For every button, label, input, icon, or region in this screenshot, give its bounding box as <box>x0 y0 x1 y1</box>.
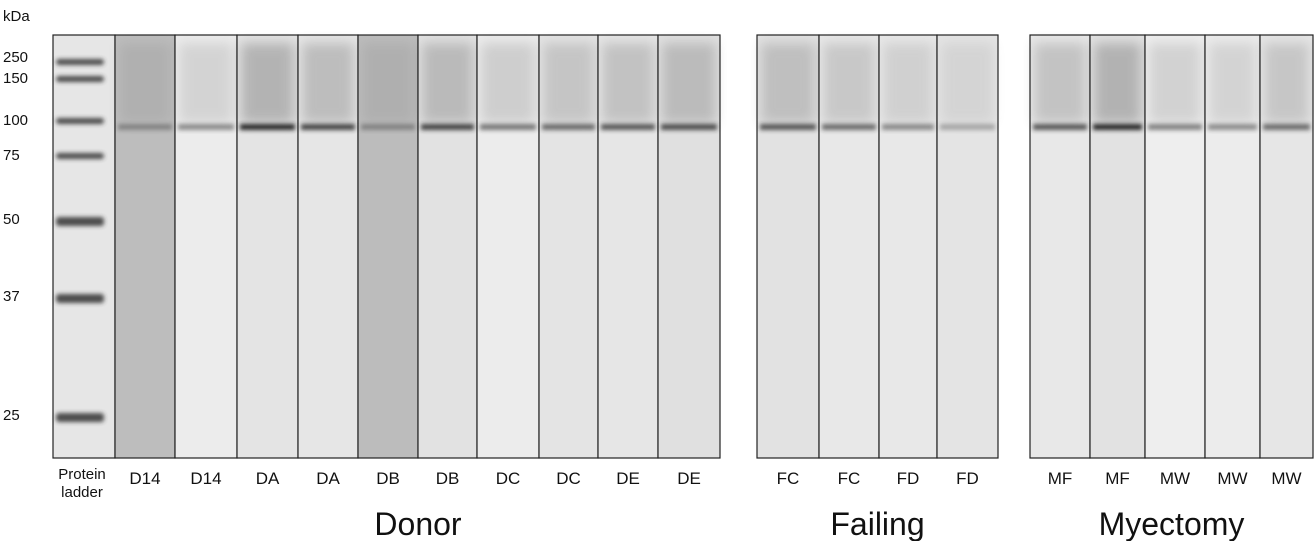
lane-label: DC <box>496 469 521 488</box>
ladder-band <box>56 153 104 159</box>
smear <box>662 43 716 123</box>
lane-label: DC <box>556 469 581 488</box>
marker-label: 150 <box>3 70 28 87</box>
smear <box>1149 43 1201 123</box>
lane-label: DE <box>616 469 640 488</box>
ladder-band <box>56 413 104 422</box>
band <box>480 124 536 130</box>
band <box>1208 124 1257 130</box>
band <box>178 124 234 130</box>
lane-label: FC <box>777 469 800 488</box>
unit-label: kDa <box>3 8 30 25</box>
band <box>940 124 995 130</box>
smear <box>543 43 594 123</box>
lane-label: DA <box>316 469 340 488</box>
band <box>421 124 474 130</box>
smear <box>602 43 654 123</box>
band <box>882 124 934 130</box>
lane-label: MF <box>1105 469 1130 488</box>
lane-label: DB <box>436 469 460 488</box>
band <box>760 124 816 130</box>
lane-label: MF <box>1048 469 1073 488</box>
band <box>1093 124 1142 130</box>
marker-label: 25 <box>3 407 20 424</box>
lane-label: FD <box>956 469 979 488</box>
lane-label: DA <box>256 469 280 488</box>
ladder-label: ladder <box>61 484 103 501</box>
marker-label: 250 <box>3 49 28 66</box>
smear <box>302 43 354 123</box>
ladder-lane <box>52 34 116 459</box>
band <box>361 124 415 130</box>
smear <box>1209 43 1256 123</box>
lane-label: FD <box>897 469 920 488</box>
marker-label: 100 <box>3 112 28 129</box>
smear <box>1264 43 1309 123</box>
ladder-label: Protein <box>58 466 106 483</box>
smear <box>761 43 815 123</box>
lane-label: D14 <box>190 469 221 488</box>
ladder-band <box>56 76 104 82</box>
band <box>1033 124 1087 130</box>
lane-label: DB <box>376 469 400 488</box>
band <box>240 124 295 130</box>
ladder-band <box>56 118 104 124</box>
lane-label: FC <box>838 469 861 488</box>
smear <box>362 43 414 123</box>
smear <box>1094 43 1141 123</box>
group-label: Myectomy <box>1099 506 1245 541</box>
marker-label: 37 <box>3 288 20 305</box>
smear <box>941 43 994 123</box>
smear <box>422 43 473 123</box>
band <box>661 124 717 130</box>
lane-label: MW <box>1271 469 1301 488</box>
smear <box>241 43 294 123</box>
lane-border <box>657 34 721 459</box>
smear <box>823 43 875 123</box>
ladder-band <box>56 294 104 303</box>
marker-label: 50 <box>3 211 20 228</box>
smear <box>1034 43 1086 123</box>
band <box>1148 124 1202 130</box>
lane-label: MW <box>1217 469 1247 488</box>
lane-border <box>1259 34 1314 459</box>
smear <box>481 43 535 123</box>
lane-label: D14 <box>129 469 160 488</box>
lane-label: DE <box>677 469 701 488</box>
group-label: Failing <box>830 506 924 541</box>
band <box>822 124 876 130</box>
smear <box>883 43 933 123</box>
group-label: Donor <box>374 506 462 541</box>
ladder-band <box>56 217 104 226</box>
lane-label: MW <box>1160 469 1190 488</box>
smear <box>179 43 233 123</box>
band <box>542 124 595 130</box>
ladder-band <box>56 59 104 65</box>
band <box>301 124 355 130</box>
band <box>601 124 655 130</box>
marker-label: 75 <box>3 147 20 164</box>
lane-border <box>936 34 999 459</box>
smear <box>119 43 171 123</box>
band <box>118 124 172 130</box>
band <box>1263 124 1310 130</box>
